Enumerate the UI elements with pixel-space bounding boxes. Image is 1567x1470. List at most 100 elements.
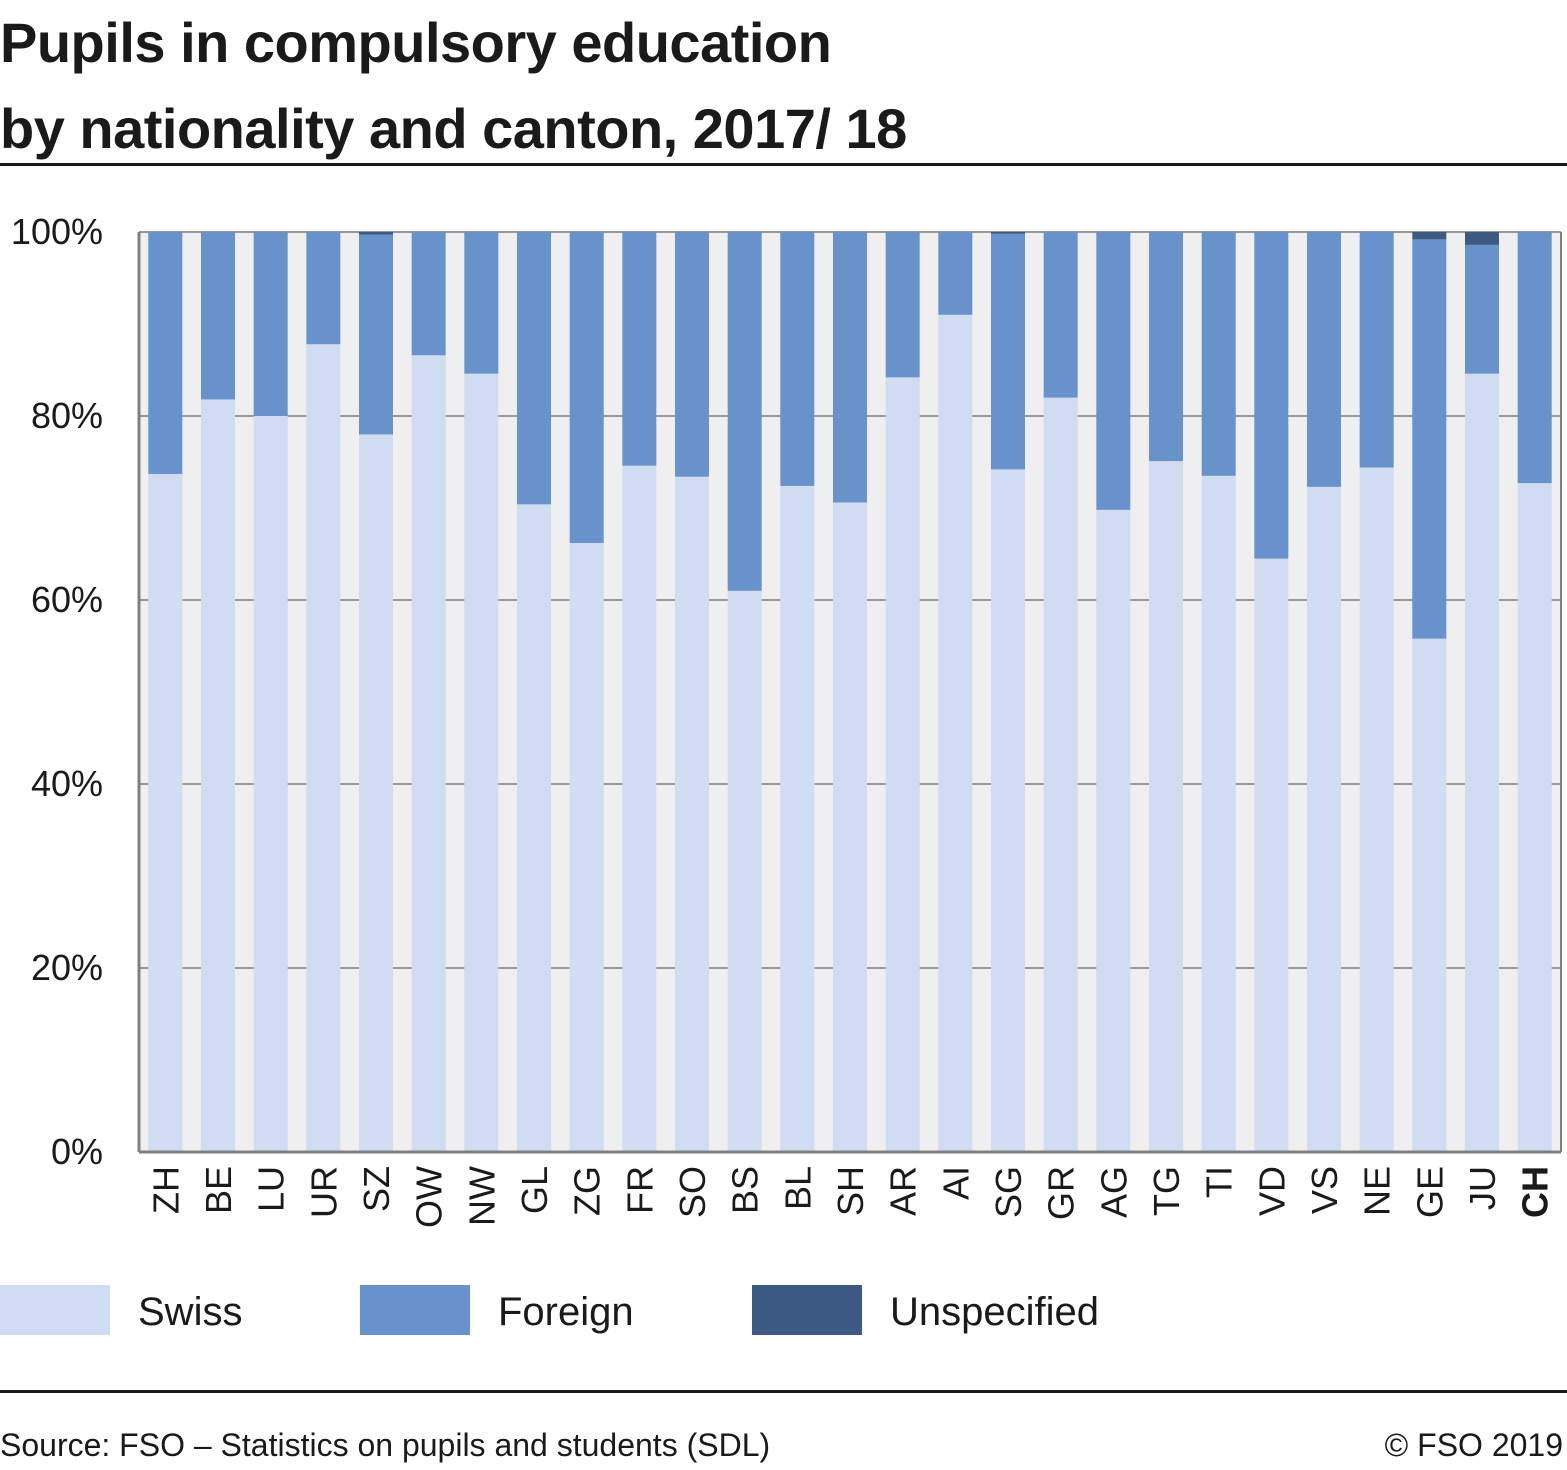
x-tick-label: GL	[514, 1166, 555, 1214]
legend-swatch-unspecified	[752, 1285, 862, 1335]
bar-swiss-so	[675, 476, 709, 1153]
x-tick-label: GR	[1041, 1166, 1082, 1220]
bar-swiss-vd	[1254, 558, 1289, 1152]
bar-foreign-ti	[1201, 232, 1236, 476]
bar-swiss-bs	[727, 590, 762, 1152]
bar-foreign-vs	[1307, 232, 1341, 487]
x-tick-label: NE	[1357, 1166, 1398, 1216]
bar-foreign-gr	[1043, 232, 1078, 398]
source-note: Source: FSO – Statistics on pupils and s…	[0, 1427, 771, 1463]
bar-foreign-zh	[148, 232, 183, 474]
x-tick-label: SZ	[356, 1166, 397, 1212]
bar-foreign-be	[201, 232, 235, 400]
x-tick-label: TI	[1199, 1166, 1240, 1198]
legend-label-swiss: Swiss	[138, 1290, 243, 1334]
bar-swiss-ge	[1412, 638, 1447, 1152]
bar-swiss-nw	[464, 373, 499, 1152]
bar-swiss-sz	[359, 434, 393, 1152]
copyright-note: © FSO 2019	[1384, 1427, 1563, 1463]
bar-foreign-so	[675, 232, 709, 477]
bar-swiss-ti	[1201, 475, 1236, 1152]
bar-swiss-sh	[833, 502, 867, 1153]
y-tick-label: 60%	[31, 579, 103, 620]
y-tick-label: 40%	[31, 763, 103, 804]
y-tick-label: 20%	[31, 947, 103, 988]
x-tick-label: ZH	[145, 1166, 186, 1214]
bar-foreign-ur	[306, 232, 341, 345]
x-tick-label: BL	[777, 1166, 818, 1210]
bar-swiss-ch	[1517, 483, 1552, 1152]
bar-swiss-ur	[306, 344, 341, 1152]
bar-swiss-ow	[411, 355, 446, 1152]
bar-swiss-ag	[1096, 509, 1131, 1153]
x-tick-label: CH	[1515, 1166, 1556, 1218]
x-tick-label: AR	[883, 1166, 924, 1216]
x-tick-label: VD	[1251, 1166, 1292, 1216]
bar-foreign-tg	[1149, 232, 1183, 462]
x-tick-label: UR	[303, 1166, 344, 1218]
title-line-1: Pupils in compulsory education	[0, 11, 832, 74]
x-tick-label: ZG	[567, 1166, 608, 1216]
x-tick-label: AG	[1093, 1166, 1134, 1218]
legend-swatch-swiss	[0, 1285, 110, 1335]
x-tick-label: BS	[725, 1166, 766, 1214]
bar-swiss-lu	[253, 416, 288, 1152]
bar-swiss-ju	[1465, 373, 1499, 1152]
bar-swiss-gr	[1043, 397, 1078, 1153]
bar-swiss-zh	[148, 473, 183, 1153]
bar-unspecified-ju	[1465, 232, 1499, 245]
x-tick-label: TG	[1146, 1166, 1187, 1216]
x-tick-label: FR	[619, 1166, 660, 1214]
stacked-bar-chart: 0% 20% 40% 60% 80% 100% ZH BE LU UR SZ OW NW GL ZG FR SO…	[11, 211, 1562, 1228]
x-tick-label: NW	[461, 1166, 502, 1226]
bar-foreign-fr	[622, 232, 657, 466]
x-tick-label: AI	[935, 1166, 976, 1200]
bar-swiss-fr	[622, 465, 657, 1152]
bar-foreign-ag	[1096, 232, 1131, 510]
bar-foreign-ai	[938, 232, 973, 315]
bar-foreign-vd	[1254, 232, 1289, 559]
bar-swiss-vs	[1307, 486, 1341, 1153]
bar-foreign-ju	[1465, 244, 1499, 374]
bottom-divider	[0, 1390, 1567, 1393]
bar-foreign-ge	[1412, 239, 1447, 639]
bar-foreign-ow	[411, 232, 446, 356]
bar-foreign-nw	[464, 232, 499, 374]
x-tick-label: BE	[198, 1166, 239, 1214]
chart-title: Pupils in compulsory education by nation…	[0, 0, 1400, 172]
y-tick-label: 80%	[31, 395, 103, 436]
bar-foreign-bl	[780, 232, 815, 486]
bar-swiss-bl	[780, 485, 815, 1152]
bar-swiss-ne	[1359, 467, 1394, 1152]
bar-foreign-ch	[1517, 232, 1552, 484]
legend-swatch-foreign	[360, 1285, 470, 1335]
bar-foreign-ar	[885, 232, 920, 378]
bar-swiss-be	[201, 399, 235, 1152]
bar-foreign-lu	[253, 232, 288, 416]
y-tick-label: 0%	[51, 1131, 103, 1172]
title-line-2: by nationality and canton, 2017/ 18	[0, 97, 907, 160]
bar-foreign-gl	[517, 232, 551, 505]
x-tick-label: LU	[251, 1166, 292, 1212]
bar-foreign-sh	[833, 232, 867, 503]
bar-unspecified-ge	[1412, 232, 1447, 240]
top-divider	[0, 163, 1567, 166]
y-tick-label: 100%	[11, 211, 103, 252]
bar-foreign-sg	[991, 233, 1025, 470]
x-tick-label: SH	[830, 1166, 871, 1216]
bar-swiss-zg	[569, 542, 604, 1152]
bar-unspecified-sg	[991, 232, 1025, 234]
bar-foreign-sz	[359, 234, 393, 435]
bar-swiss-sg	[991, 469, 1025, 1152]
bar-swiss-gl	[517, 504, 551, 1152]
x-tick-label: GE	[1409, 1166, 1450, 1218]
bar-foreign-zg	[569, 232, 604, 543]
x-tick-label: JU	[1462, 1166, 1503, 1210]
bar-foreign-ne	[1359, 232, 1394, 468]
legend-label-foreign: Foreign	[498, 1290, 634, 1334]
x-tick-label: OW	[409, 1166, 450, 1228]
legend-label-unspecified: Unspecified	[890, 1290, 1100, 1334]
bar-swiss-ai	[938, 314, 973, 1152]
x-tick-label: VS	[1304, 1166, 1345, 1214]
bar-unspecified-sz	[359, 232, 393, 235]
